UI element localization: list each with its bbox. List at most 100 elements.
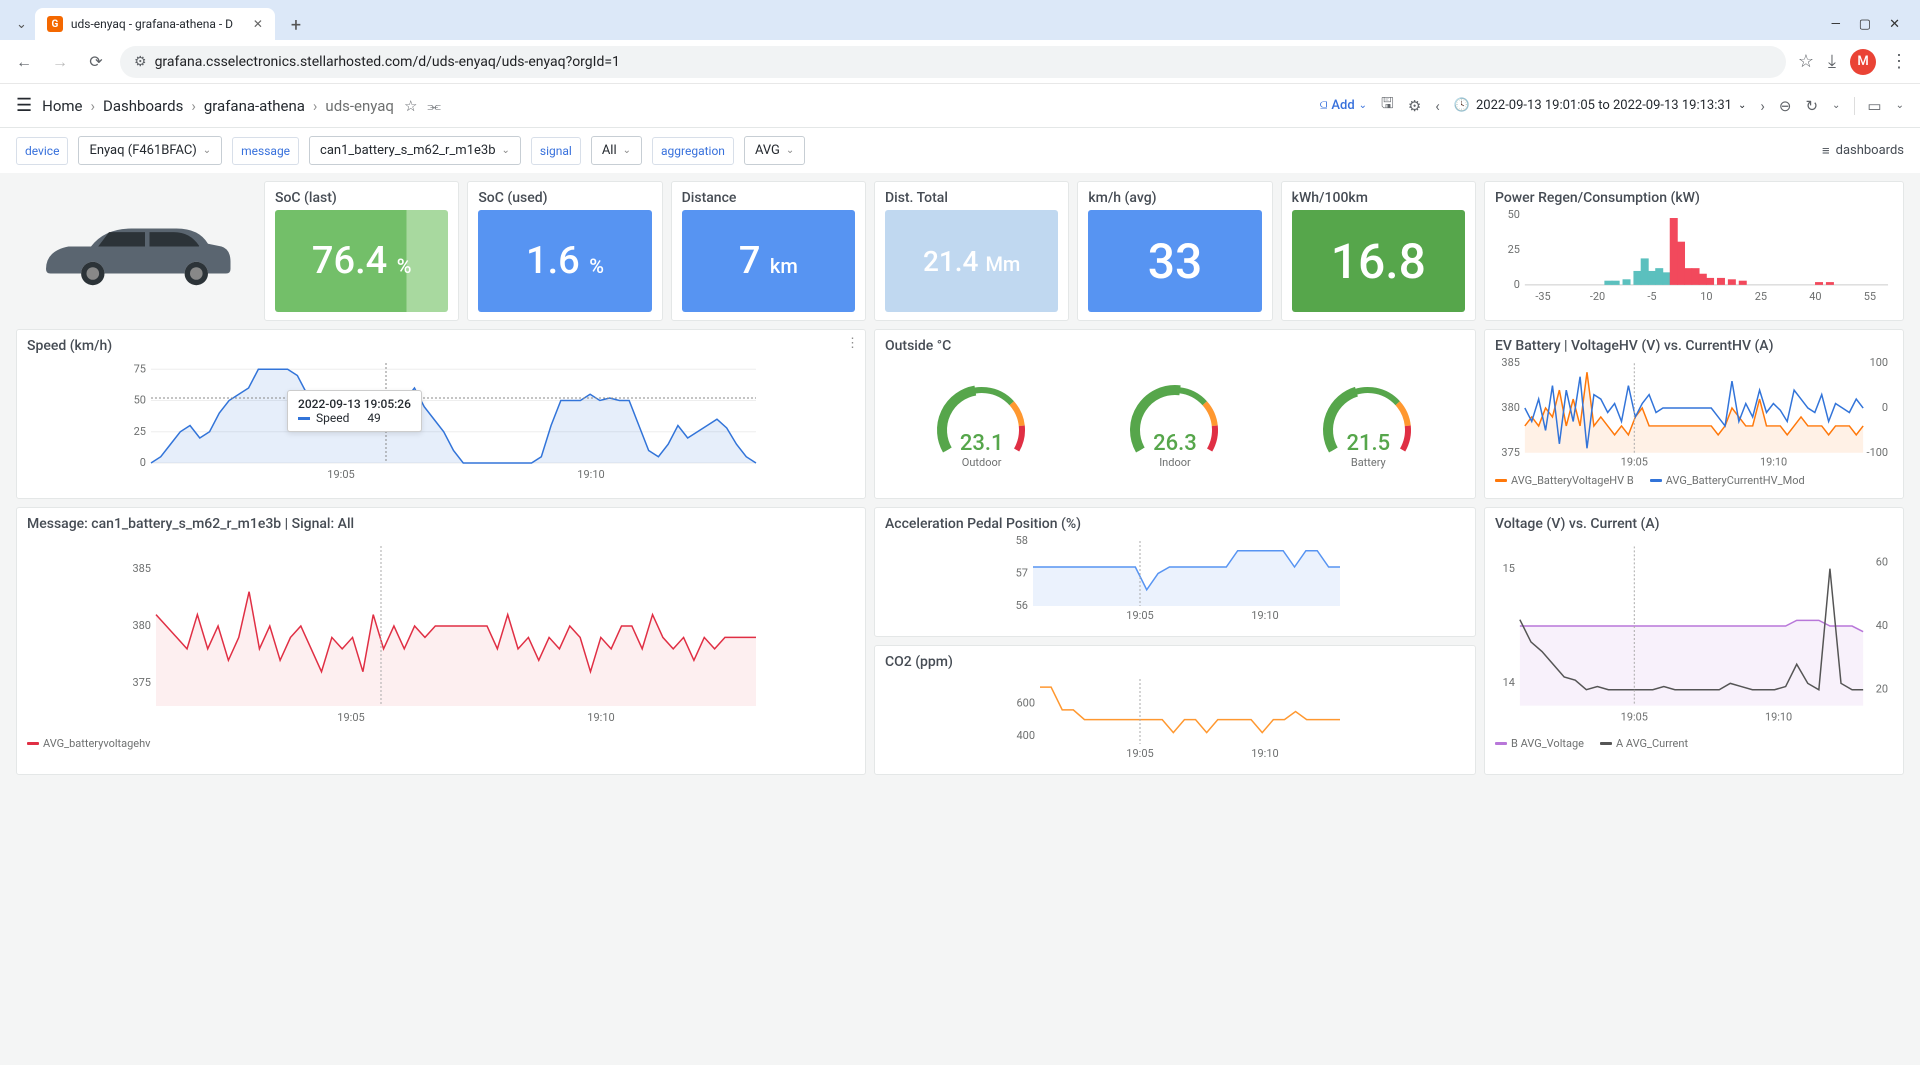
svg-text:25: 25 xyxy=(1755,290,1767,303)
var-message-label: message xyxy=(232,137,299,165)
stat-soc-last: SoC (last) 76.4 % xyxy=(264,181,459,321)
stat-dist-total: Dist. Total 21.4 Mm xyxy=(874,181,1069,321)
svg-text:19:10: 19:10 xyxy=(1765,711,1792,724)
svg-text:19:05: 19:05 xyxy=(1126,609,1153,622)
time-back-icon[interactable]: ‹ xyxy=(1435,97,1440,115)
tab-close-icon[interactable]: ✕ xyxy=(253,17,263,31)
svg-text:-20: -20 xyxy=(1590,290,1605,303)
message-signal-panel: Message: can1_battery_s_m62_r_m1e3b | Si… xyxy=(16,507,866,775)
settings-icon[interactable]: ⚙ xyxy=(1408,97,1421,115)
profile-avatar[interactable]: M xyxy=(1850,49,1876,75)
svg-text:-5: -5 xyxy=(1647,290,1656,303)
battery-hv-panel: EV Battery | VoltageHV (V) vs. CurrentHV… xyxy=(1484,329,1904,499)
breadcrumb-current: uds-enyaq xyxy=(325,97,394,115)
share-icon[interactable]: ⫘ xyxy=(427,97,441,115)
bookmark-icon[interactable]: ☆ xyxy=(1798,51,1814,72)
breadcrumb: Home › Dashboards › grafana-athena › uds… xyxy=(42,97,394,115)
breadcrumb-dashboards[interactable]: Dashboards xyxy=(103,97,183,115)
svg-text:385: 385 xyxy=(1501,358,1519,369)
var-message-select[interactable]: can1_battery_s_m62_r_m1e3b⌄ xyxy=(309,136,521,165)
forward-button[interactable]: → xyxy=(48,52,72,72)
co2-panel: CO2 (ppm) 40060019:0519:10 xyxy=(874,645,1476,775)
var-device-label: device xyxy=(16,137,68,165)
refresh-icon[interactable]: ↻ xyxy=(1805,97,1818,115)
stat-soc-used: SoC (used) 1.6 % xyxy=(467,181,662,321)
svg-text:19:05: 19:05 xyxy=(337,711,364,724)
var-signal-select[interactable]: All⌄ xyxy=(591,136,642,165)
download-icon[interactable]: ⤓ xyxy=(1828,51,1836,72)
car-image-panel xyxy=(16,181,256,321)
var-device-select[interactable]: Enyaq (F461BFAC)⌄ xyxy=(78,136,222,165)
svg-text:375: 375 xyxy=(132,676,151,689)
save-icon[interactable]: 🖫 xyxy=(1381,93,1394,118)
svg-text:19:10: 19:10 xyxy=(1251,609,1278,622)
stat-kmh: km/h (avg) 33 xyxy=(1077,181,1272,321)
speed-panel: Speed (km/h) ⋮ 025507519:0519:10 2022-09… xyxy=(16,329,866,499)
site-info-icon[interactable]: ⚙ xyxy=(134,54,147,70)
accel-panel: Acceleration Pedal Position (%) 56575819… xyxy=(874,507,1476,637)
url-bar[interactable]: ⚙ grafana.csselectronics.stellarhosted.c… xyxy=(120,46,1786,78)
svg-text:400: 400 xyxy=(1016,729,1035,742)
power-regen-panel: Power Regen/Consumption (kW) 02550-35-20… xyxy=(1484,181,1904,321)
close-window-icon[interactable]: ✕ xyxy=(1889,17,1900,32)
menu-icon[interactable]: ⋮ xyxy=(1890,51,1908,72)
svg-text:50: 50 xyxy=(1508,210,1520,221)
svg-text:19:10: 19:10 xyxy=(587,711,614,724)
reload-button[interactable]: ⟳ xyxy=(84,52,108,71)
svg-text:10: 10 xyxy=(1700,290,1712,303)
back-button[interactable]: ← xyxy=(12,52,36,72)
svg-text:0: 0 xyxy=(140,456,146,469)
svg-text:60: 60 xyxy=(1876,555,1888,568)
url-text: grafana.csselectronics.stellarhosted.com… xyxy=(155,54,620,70)
dashboards-link[interactable]: ≡dashboards xyxy=(1822,143,1904,159)
minimize-icon[interactable]: — xyxy=(1831,17,1841,32)
kiosk-icon[interactable]: ▭ xyxy=(1854,97,1881,115)
svg-text:380: 380 xyxy=(1501,401,1519,414)
svg-text:19:10: 19:10 xyxy=(577,468,604,481)
svg-text:40: 40 xyxy=(1876,619,1888,632)
svg-text:50: 50 xyxy=(134,394,146,407)
kiosk-caret[interactable]: ⌄ xyxy=(1896,100,1904,111)
svg-text:0: 0 xyxy=(1514,278,1520,291)
time-forward-icon[interactable]: › xyxy=(1760,97,1765,115)
var-signal-label: signal xyxy=(531,137,581,165)
svg-text:55: 55 xyxy=(1864,290,1876,303)
svg-text:58: 58 xyxy=(1016,536,1028,547)
var-aggregation-label: aggregation xyxy=(652,137,734,165)
svg-text:15: 15 xyxy=(1503,562,1515,575)
grafana-icon: G xyxy=(47,16,63,32)
svg-text:19:10: 19:10 xyxy=(1760,456,1787,468)
voltage-current-panel: Voltage (V) vs. Current (A) 141520406019… xyxy=(1484,507,1904,775)
refresh-interval[interactable]: ⌄ xyxy=(1832,100,1840,111)
tab-title: uds-enyaq - grafana-athena - D xyxy=(71,17,233,31)
svg-text:19:10: 19:10 xyxy=(1251,747,1278,760)
browser-tab[interactable]: G uds-enyaq - grafana-athena - D ✕ xyxy=(35,8,275,40)
svg-text:14: 14 xyxy=(1503,676,1515,689)
svg-text:19:05: 19:05 xyxy=(327,468,354,481)
var-aggregation-select[interactable]: AVG⌄ xyxy=(744,136,805,165)
svg-text:0: 0 xyxy=(1882,401,1888,414)
svg-text:19:05: 19:05 xyxy=(1621,711,1648,724)
svg-text:100: 100 xyxy=(1870,358,1888,369)
outside-temp-panel: Outside °C 23.1Outdoor26.3Indoor21.5Batt… xyxy=(874,329,1476,499)
svg-text:25: 25 xyxy=(1508,243,1520,256)
maximize-icon[interactable]: ▢ xyxy=(1859,17,1871,32)
add-button[interactable]: ⫑ Add ⌄ xyxy=(1320,98,1367,113)
breadcrumb-home[interactable]: Home xyxy=(42,97,82,115)
svg-text:40: 40 xyxy=(1809,290,1821,303)
svg-text:56: 56 xyxy=(1016,599,1028,612)
zoom-out-icon[interactable]: ⊖ xyxy=(1779,97,1792,115)
svg-text:19:05: 19:05 xyxy=(1126,747,1153,760)
breadcrumb-folder[interactable]: grafana-athena xyxy=(204,97,305,115)
time-range-picker[interactable]: 🕓 2022-09-13 19:01:05 to 2022-09-13 19:1… xyxy=(1454,98,1747,113)
speed-tooltip: 2022-09-13 19:05:26 Speed 49 xyxy=(287,390,422,432)
svg-text:380: 380 xyxy=(132,619,151,632)
hamburger-icon[interactable]: ☰ xyxy=(16,95,32,116)
svg-text:-100: -100 xyxy=(1867,446,1888,459)
favorite-icon[interactable]: ☆ xyxy=(404,97,417,115)
panel-menu-icon[interactable]: ⋮ xyxy=(846,336,859,351)
new-tab-button[interactable]: + xyxy=(283,11,309,40)
stat-distance: Distance 7 km xyxy=(671,181,866,321)
svg-text:-35: -35 xyxy=(1535,290,1550,303)
car-illustration xyxy=(26,206,246,296)
